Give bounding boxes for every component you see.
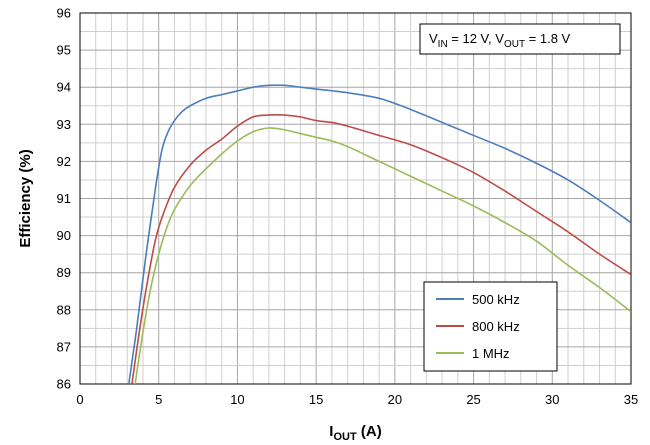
series-line-1 [128,84,631,384]
annotation-mid: = 12 V, V [448,31,505,46]
y-tick-label: 87 [57,339,71,354]
annotation-text: VIN = 12 V, VOUT = 1.8 V [429,31,571,50]
x-axis-title-main: I [329,423,333,440]
x-axis-title-sub: OUT [333,431,357,443]
annotation-box: VIN = 12 V, VOUT = 1.8 V [419,23,621,55]
y-tick-label: 91 [57,191,71,206]
y-tick-label: 96 [57,6,71,21]
x-tick-label: 0 [76,392,83,407]
legend-label: 500 kHz [472,292,520,307]
x-tick-label: 35 [624,392,638,407]
annotation-v: V [429,31,438,46]
series-line-2 [131,113,631,384]
series-line-3 [134,127,631,384]
annotation-frame [419,23,621,55]
y-tick-label: 95 [57,43,71,58]
y-tick-label: 90 [57,228,71,243]
y-tick-label: 89 [57,265,71,280]
y-tick-label: 88 [57,302,71,317]
y-tick-label: 93 [57,117,71,132]
y-tick-label: 94 [57,80,71,95]
annotation-out-sub: OUT [504,39,525,50]
x-tick-label: 5 [155,392,162,407]
legend: 500 kHz 800 kHz 1 MHz [423,281,558,372]
tick-labels: 86 87 88 89 90 91 92 93 94 95 96 0 5 10 15 20 25 30 35 [57,6,639,408]
x-tick-label: 15 [309,392,323,407]
annotation-in-sub: IN [438,39,448,50]
legend-label: 800 kHz [472,319,520,334]
x-tick-label: 30 [545,392,559,407]
x-tick-label: 10 [230,392,244,407]
y-tick-label: 92 [57,154,71,169]
annotation-end: = 1.8 V [525,31,570,46]
x-axis-title-unit: (A) [357,423,382,440]
y-axis-title: Efficiency (%) [17,149,34,247]
x-tick-label: 20 [388,392,402,407]
y-tick-label: 86 [57,377,71,392]
x-tick-label: 25 [466,392,480,407]
plot-frame [79,12,632,385]
series-lines [128,84,631,384]
legend-label: 1 MHz [472,346,510,361]
x-axis-title: IOUT (A) [329,423,381,443]
